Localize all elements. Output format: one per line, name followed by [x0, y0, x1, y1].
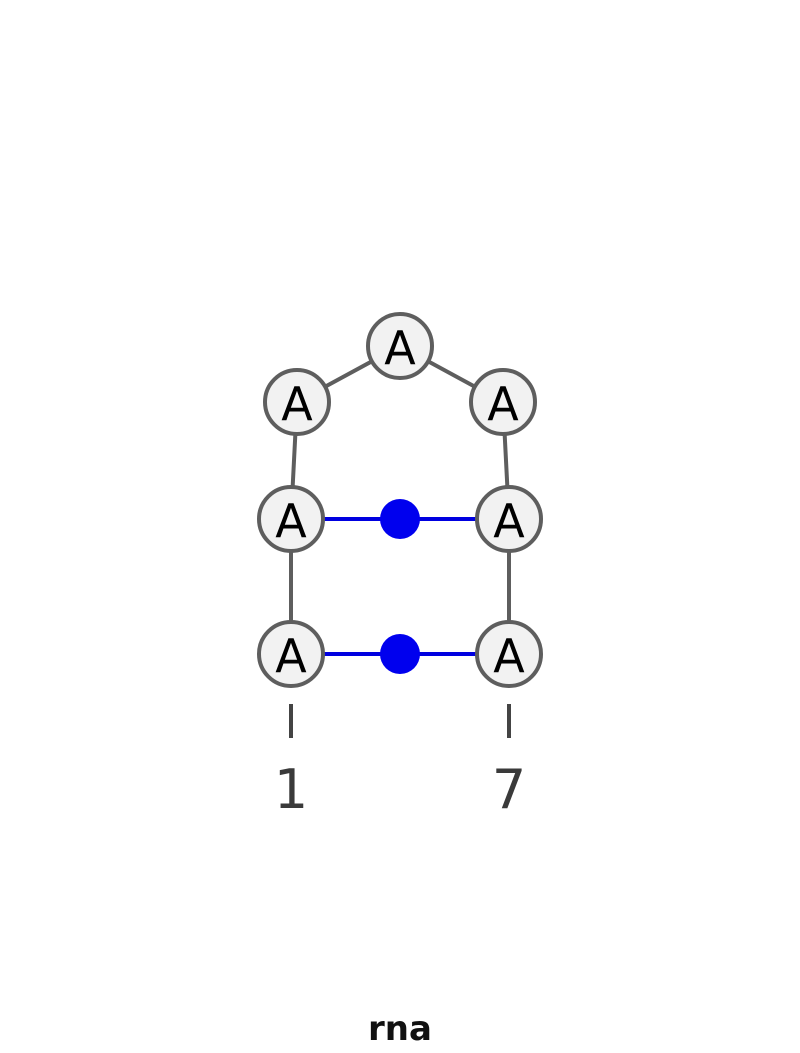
position-label: 1	[274, 758, 308, 821]
nucleotide-circle	[475, 620, 543, 688]
nucleotide-base-label: A	[487, 377, 519, 431]
base-pair-dot	[380, 499, 420, 539]
nucleotide: A	[366, 312, 434, 380]
nucleotide-base-label: A	[493, 494, 525, 548]
nucleotide-base-label: A	[275, 629, 307, 683]
nucleotide-circle	[475, 485, 543, 553]
nucleotide-base-label: A	[281, 377, 313, 431]
nucleotide-circle	[366, 312, 434, 380]
nucleotide-circle	[469, 368, 537, 436]
structure-title: rna	[368, 1009, 432, 1049]
nucleotide-base-label: A	[384, 321, 416, 375]
position-label: 7	[492, 758, 526, 821]
nucleotide-base-label: A	[493, 629, 525, 683]
base-pairs	[291, 499, 509, 674]
nucleotide: A	[257, 485, 325, 553]
nucleotide: A	[475, 485, 543, 553]
nucleotide: A	[469, 368, 537, 436]
nucleotide-circle	[257, 620, 325, 688]
nucleotide: A	[257, 620, 325, 688]
nucleotide: A	[475, 620, 543, 688]
nucleotides: A A A A A A A	[257, 312, 543, 688]
nucleotide-circle	[263, 368, 331, 436]
nucleotide-circle	[257, 485, 325, 553]
nucleotide-base-label: A	[275, 494, 307, 548]
base-pair-dot	[380, 634, 420, 674]
nucleotide: A	[263, 368, 331, 436]
